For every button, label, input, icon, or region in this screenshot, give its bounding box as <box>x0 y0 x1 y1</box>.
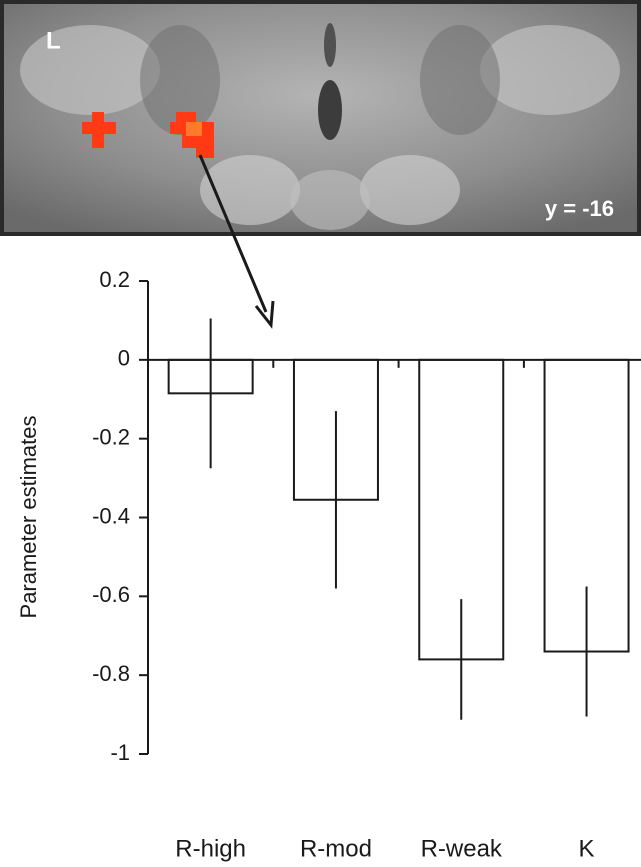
x-tick-label: R-high <box>175 835 246 862</box>
y-tick-label: -1 <box>110 740 130 765</box>
y-tick-label: -0.8 <box>92 661 130 686</box>
orientation-label: L <box>46 27 61 54</box>
y-tick-label: -0.2 <box>92 424 130 449</box>
slice-label: y = -16 <box>545 196 614 221</box>
x-tick-label: R-weak <box>421 835 503 862</box>
x-tick-label: K <box>579 835 595 862</box>
x-tick-label: R-mod <box>300 835 372 862</box>
y-tick-label: -0.6 <box>92 582 130 607</box>
brain-image <box>2 2 639 234</box>
y-tick-label: 0.2 <box>99 267 130 292</box>
figure: L y = -16 Parameter estimates 0.2 0 -0.2 -0… <box>0 0 641 867</box>
y-axis-label: Parameter estimates <box>16 416 41 619</box>
y-tick-label: -0.4 <box>92 503 130 528</box>
y-tick-label: 0 <box>118 346 130 371</box>
